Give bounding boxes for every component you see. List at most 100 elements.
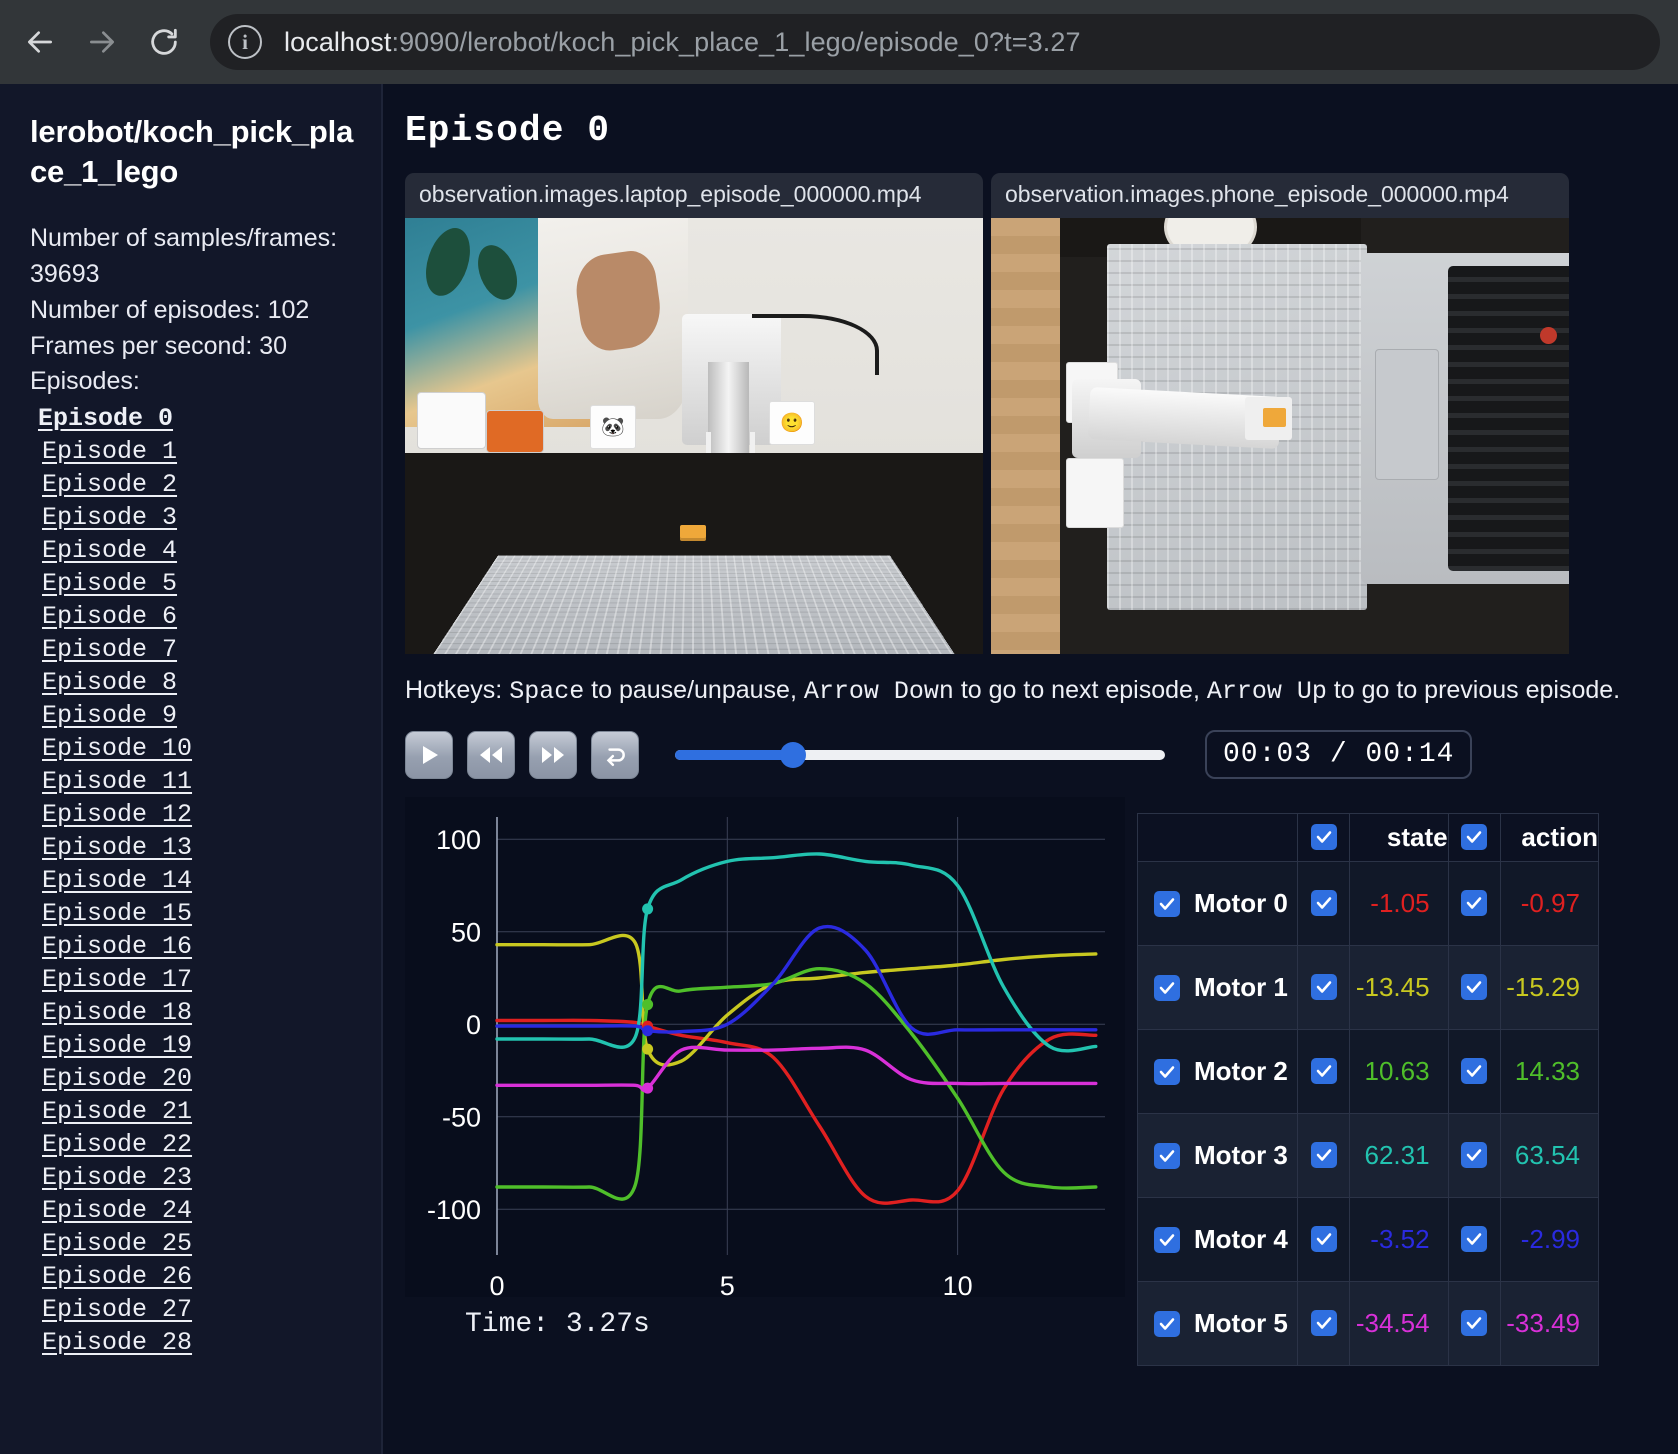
- video-player-laptop[interactable]: 🐼 🙂: [405, 218, 983, 654]
- action-checkbox-3[interactable]: [1461, 1142, 1488, 1168]
- action-checkbox-cell-0[interactable]: [1447, 861, 1501, 946]
- table-header-row: state action: [1136, 813, 1600, 862]
- action-checkbox-5[interactable]: [1461, 1310, 1488, 1336]
- action-checkbox-cell-2[interactable]: [1447, 1029, 1501, 1114]
- motor-name-cell-0[interactable]: Motor 0: [1136, 861, 1299, 946]
- motor-checkbox-5[interactable]: [1154, 1310, 1180, 1337]
- episode-link-18[interactable]: Episode 18: [42, 998, 193, 1028]
- episode-link-12[interactable]: Episode 12: [42, 800, 193, 830]
- state-checkbox-5[interactable]: [1310, 1310, 1337, 1336]
- svg-text:0: 0: [489, 1271, 504, 1297]
- action-checkbox-cell-3[interactable]: [1447, 1113, 1501, 1198]
- motor-checkbox-2[interactable]: [1154, 1058, 1180, 1085]
- browser-toolbar: i localhost:9090/lerobot/koch_pick_place…: [0, 0, 1678, 84]
- motor-checkbox-3[interactable]: [1154, 1142, 1180, 1169]
- svg-text:-100: -100: [427, 1195, 481, 1225]
- episode-link-10[interactable]: Episode 10: [42, 734, 193, 764]
- action-checkbox-cell-5[interactable]: [1447, 1281, 1501, 1366]
- state-checkbox-cell-2[interactable]: [1297, 1029, 1351, 1114]
- state-checkbox-4[interactable]: [1310, 1226, 1337, 1252]
- episode-link-3[interactable]: Episode 3: [42, 503, 178, 533]
- motor-checkbox-0[interactable]: [1154, 890, 1180, 917]
- episode-link-2[interactable]: Episode 2: [42, 470, 178, 500]
- address-bar[interactable]: i localhost:9090/lerobot/koch_pick_place…: [210, 14, 1660, 70]
- episode-link-14[interactable]: Episode 14: [42, 866, 193, 896]
- episode-link-20[interactable]: Episode 20: [42, 1064, 193, 1094]
- header-state-checkbox-cell[interactable]: [1297, 813, 1351, 862]
- state-checkbox-0[interactable]: [1310, 890, 1337, 916]
- episode-link-9[interactable]: Episode 9: [42, 701, 178, 731]
- fast-forward-icon: [540, 743, 566, 767]
- episode-link-25[interactable]: Episode 25: [42, 1229, 193, 1259]
- main-panel: Episode 0 observation.images.laptop_epis…: [383, 84, 1678, 1454]
- episode-list: Episode 0 Episode 1 Episode 2 Episode 3 Epis…: [30, 402, 357, 1359]
- episode-link-7[interactable]: Episode 7: [42, 635, 178, 665]
- state-value-4: -3.52: [1349, 1197, 1449, 1282]
- state-checkbox-cell-0[interactable]: [1297, 861, 1351, 946]
- state-checkbox-cell-5[interactable]: [1297, 1281, 1351, 1366]
- state-checkbox-3[interactable]: [1310, 1142, 1337, 1168]
- forward-button[interactable]: [80, 20, 124, 64]
- state-value-0: -1.05: [1349, 861, 1449, 946]
- video-player-phone[interactable]: [991, 218, 1569, 654]
- state-checkbox-1[interactable]: [1310, 974, 1337, 1000]
- action-checkbox-2[interactable]: [1461, 1058, 1488, 1084]
- episode-link-16[interactable]: Episode 16: [42, 932, 193, 962]
- episode-link-26[interactable]: Episode 26: [42, 1262, 193, 1292]
- episode-link-6[interactable]: Episode 6: [42, 602, 178, 632]
- motor-name-cell-5[interactable]: Motor 5: [1136, 1281, 1299, 1366]
- sidebar-divider: [381, 84, 383, 1454]
- laptop-camera-scene: 🐼 🙂: [405, 218, 983, 654]
- motor-name-cell-3[interactable]: Motor 3: [1136, 1113, 1299, 1198]
- episode-link-19[interactable]: Episode 19: [42, 1031, 193, 1061]
- motor-name-cell-1[interactable]: Motor 1: [1136, 945, 1299, 1030]
- info-icon[interactable]: i: [228, 25, 262, 59]
- header-action-checkbox[interactable]: [1461, 824, 1488, 850]
- action-checkbox-0[interactable]: [1461, 890, 1488, 916]
- back-button[interactable]: [18, 20, 62, 64]
- page-title: Episode 0: [405, 110, 611, 151]
- episode-link-28[interactable]: Episode 28: [42, 1328, 193, 1358]
- episode-link-15[interactable]: Episode 15: [42, 899, 193, 929]
- episode-link-17[interactable]: Episode 17: [42, 965, 193, 995]
- action-checkbox-cell-1[interactable]: [1447, 945, 1501, 1030]
- loop-button[interactable]: [591, 730, 639, 779]
- episode-link-24[interactable]: Episode 24: [42, 1196, 193, 1226]
- action-checkbox-4[interactable]: [1461, 1226, 1488, 1252]
- episode-link-23[interactable]: Episode 23: [42, 1163, 193, 1193]
- episode-link-1[interactable]: Episode 1: [42, 437, 178, 467]
- motor-checkbox-4[interactable]: [1154, 1226, 1180, 1253]
- episode-link-27[interactable]: Episode 27: [42, 1295, 193, 1325]
- action-checkbox-1[interactable]: [1461, 974, 1488, 1000]
- header-action-checkbox-cell[interactable]: [1447, 813, 1501, 862]
- svg-text:50: 50: [451, 918, 481, 948]
- state-checkbox-cell-3[interactable]: [1297, 1113, 1351, 1198]
- header-state-checkbox[interactable]: [1310, 824, 1337, 850]
- action-checkbox-cell-4[interactable]: [1447, 1197, 1501, 1282]
- seek-slider[interactable]: [675, 741, 1165, 768]
- episode-link-21[interactable]: Episode 21: [42, 1097, 193, 1127]
- state-checkbox-2[interactable]: [1310, 1058, 1337, 1084]
- chart-canvas[interactable]: 100 50 0 -50 -100 0 5 10: [405, 797, 1125, 1297]
- play-button[interactable]: [405, 730, 453, 779]
- episode-link-13[interactable]: Episode 13: [42, 833, 193, 863]
- episode-link-8[interactable]: Episode 8: [42, 668, 178, 698]
- play-icon: [417, 743, 441, 767]
- fast-forward-button[interactable]: [529, 730, 577, 779]
- reload-button[interactable]: [142, 20, 186, 64]
- motor-name-cell-2[interactable]: Motor 2: [1136, 1029, 1299, 1114]
- seek-thumb[interactable]: [779, 741, 806, 768]
- motor-label-1: Motor 1: [1194, 972, 1288, 1002]
- episode-link-5[interactable]: Episode 5: [42, 569, 178, 599]
- episode-link-22[interactable]: Episode 22: [42, 1130, 193, 1160]
- state-checkbox-cell-4[interactable]: [1297, 1197, 1351, 1282]
- motor-name-cell-4[interactable]: Motor 4: [1136, 1197, 1299, 1282]
- episode-link-11[interactable]: Episode 11: [42, 767, 193, 797]
- motor-checkbox-1[interactable]: [1154, 974, 1180, 1001]
- motor-values-table: state action Motor 0 -1.05 -0.97 Motor 1 -13…: [1136, 813, 1600, 1366]
- state-checkbox-cell-1[interactable]: [1297, 945, 1351, 1030]
- rewind-button[interactable]: [467, 730, 515, 779]
- url-text: localhost:9090/lerobot/koch_pick_place_1…: [284, 27, 1081, 58]
- episode-link-0[interactable]: Episode 0: [38, 404, 174, 434]
- episode-link-4[interactable]: Episode 4: [42, 536, 178, 566]
